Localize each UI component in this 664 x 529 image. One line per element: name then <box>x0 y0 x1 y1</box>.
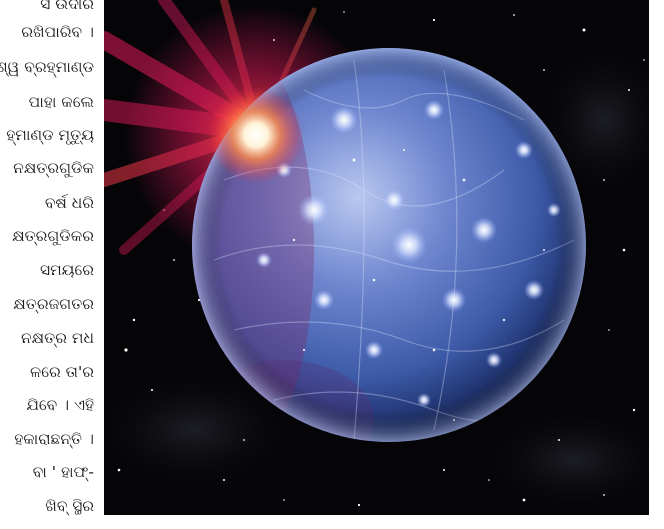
article-line: ହ୍ମାଣ୍ଡ ମୃତ୍ୟୁ <box>6 126 94 144</box>
flare-core <box>208 87 304 183</box>
article-line: ନକ୍ଷତ୍ରଗୁଡିକ <box>13 159 94 177</box>
star-field <box>117 11 645 507</box>
article-line: ଳରେ ତା'ର <box>30 363 94 381</box>
article-line: ନକ୍ଷତ୍ର ମଧ <box>20 329 94 347</box>
cosmic-sphere-photo <box>104 0 649 515</box>
article-line: ଯିବେ । ଏହି <box>26 396 94 414</box>
article-line: ବା ' ହାଫ୍- <box>32 463 94 481</box>
article-line: ବର୍ଷ ଧରି <box>44 194 94 212</box>
article-line: କ୍ଷତ୍ରଗୁଡିକର <box>12 227 94 245</box>
article-line: ସ ଉଦୀର <box>40 0 94 13</box>
article-text-column: ସ ଉଦୀର ରଖିପାରିବ । ବିଶ୍ୱ ବ୍ରହ୍ମାଣ୍ଡ ପାହା … <box>0 0 98 529</box>
article-line: ବିଶ୍ୱ ବ୍ରହ୍ମାଣ୍ଡ <box>0 58 94 76</box>
article-line: ପାହା କଲେ <box>28 93 94 111</box>
article-line: କ୍ଷତ୍ରଜଗତର <box>13 295 94 313</box>
article-line: ସମୟରେ <box>39 261 94 279</box>
article-line: ହକାରାଛନ୍ତି । <box>14 430 94 448</box>
article-line: ଖିବ୍ ସ୍ଥିର <box>45 497 94 515</box>
article-line: ରଖିପାରିବ । <box>21 23 94 41</box>
